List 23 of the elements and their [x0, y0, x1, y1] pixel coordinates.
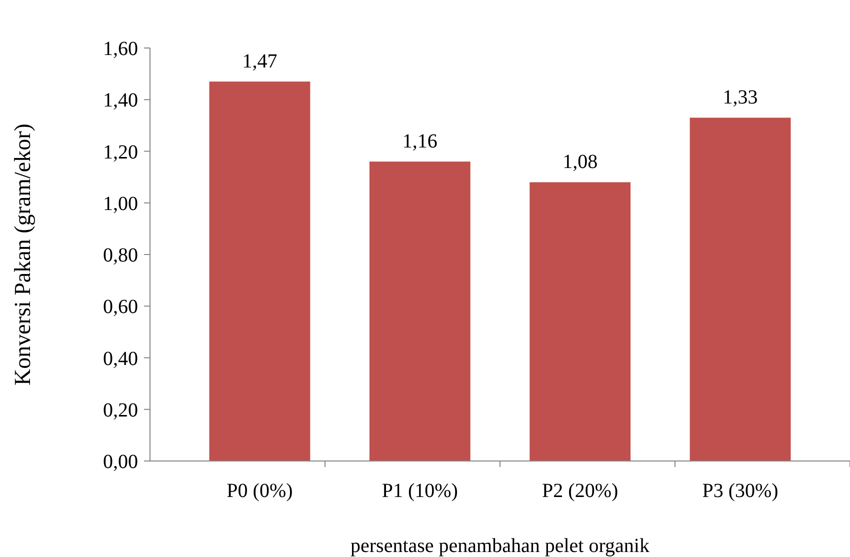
y-tick-label: 0,40	[103, 348, 138, 370]
y-tick-label: 1,20	[103, 141, 138, 164]
y-tick-label: 1,00	[103, 192, 138, 215]
x-axis-title: persentase penambahan pelet organik	[350, 535, 650, 557]
y-axis-title: Konversi Pakan (gram/ekor)	[10, 124, 35, 386]
y-tick-label: 1,40	[103, 90, 138, 112]
y-tick-label: 1,60	[103, 38, 138, 60]
x-tick-label: P1 (10%)	[382, 480, 458, 502]
x-tick-label: P0 (0%)	[226, 480, 293, 502]
data-label: 1,33	[722, 86, 758, 109]
data-label: 1,47	[242, 50, 278, 73]
x-tick-label: P2 (20%)	[542, 480, 618, 502]
bar	[530, 182, 631, 461]
y-tick-label: 0,80	[103, 244, 138, 266]
y-tick-label: 0,20	[103, 399, 138, 422]
y-tick-label: 0,60	[103, 296, 138, 318]
data-label: 1,16	[402, 130, 438, 153]
bar	[369, 162, 470, 461]
bar	[690, 118, 791, 461]
x-tick-label: P3 (30%)	[702, 480, 778, 502]
data-label: 1,08	[562, 151, 598, 174]
bar	[209, 82, 310, 461]
y-tick-label: 0,00	[103, 451, 138, 473]
